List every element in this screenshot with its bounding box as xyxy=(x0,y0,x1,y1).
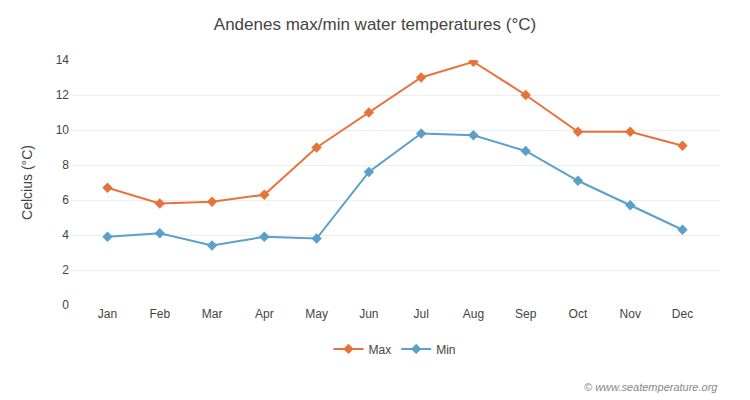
svg-text:Min: Min xyxy=(436,343,455,357)
svg-text:4: 4 xyxy=(62,228,69,242)
svg-text:Jul: Jul xyxy=(413,307,428,321)
svg-text:8: 8 xyxy=(62,158,69,172)
svg-text:© www.seatemperature.org: © www.seatemperature.org xyxy=(584,381,718,393)
svg-text:Sep: Sep xyxy=(515,307,537,321)
svg-text:Celcius (°C): Celcius (°C) xyxy=(19,145,35,220)
svg-text:Feb: Feb xyxy=(149,307,170,321)
svg-text:2: 2 xyxy=(62,263,69,277)
svg-text:Oct: Oct xyxy=(569,307,588,321)
svg-text:Mar: Mar xyxy=(202,307,223,321)
svg-text:Andenes max/min water temperat: Andenes max/min water temperatures (°C) xyxy=(214,15,536,34)
svg-text:6: 6 xyxy=(62,193,69,207)
svg-text:10: 10 xyxy=(56,123,70,137)
svg-text:Apr: Apr xyxy=(255,307,274,321)
svg-text:May: May xyxy=(305,307,328,321)
svg-text:Dec: Dec xyxy=(672,307,693,321)
svg-text:14: 14 xyxy=(56,53,70,67)
svg-text:Aug: Aug xyxy=(463,307,484,321)
svg-text:12: 12 xyxy=(56,88,70,102)
svg-text:Jun: Jun xyxy=(359,307,378,321)
svg-text:Jan: Jan xyxy=(98,307,117,321)
svg-text:Max: Max xyxy=(369,343,392,357)
svg-text:0: 0 xyxy=(62,298,69,312)
svg-text:Nov: Nov xyxy=(620,307,641,321)
